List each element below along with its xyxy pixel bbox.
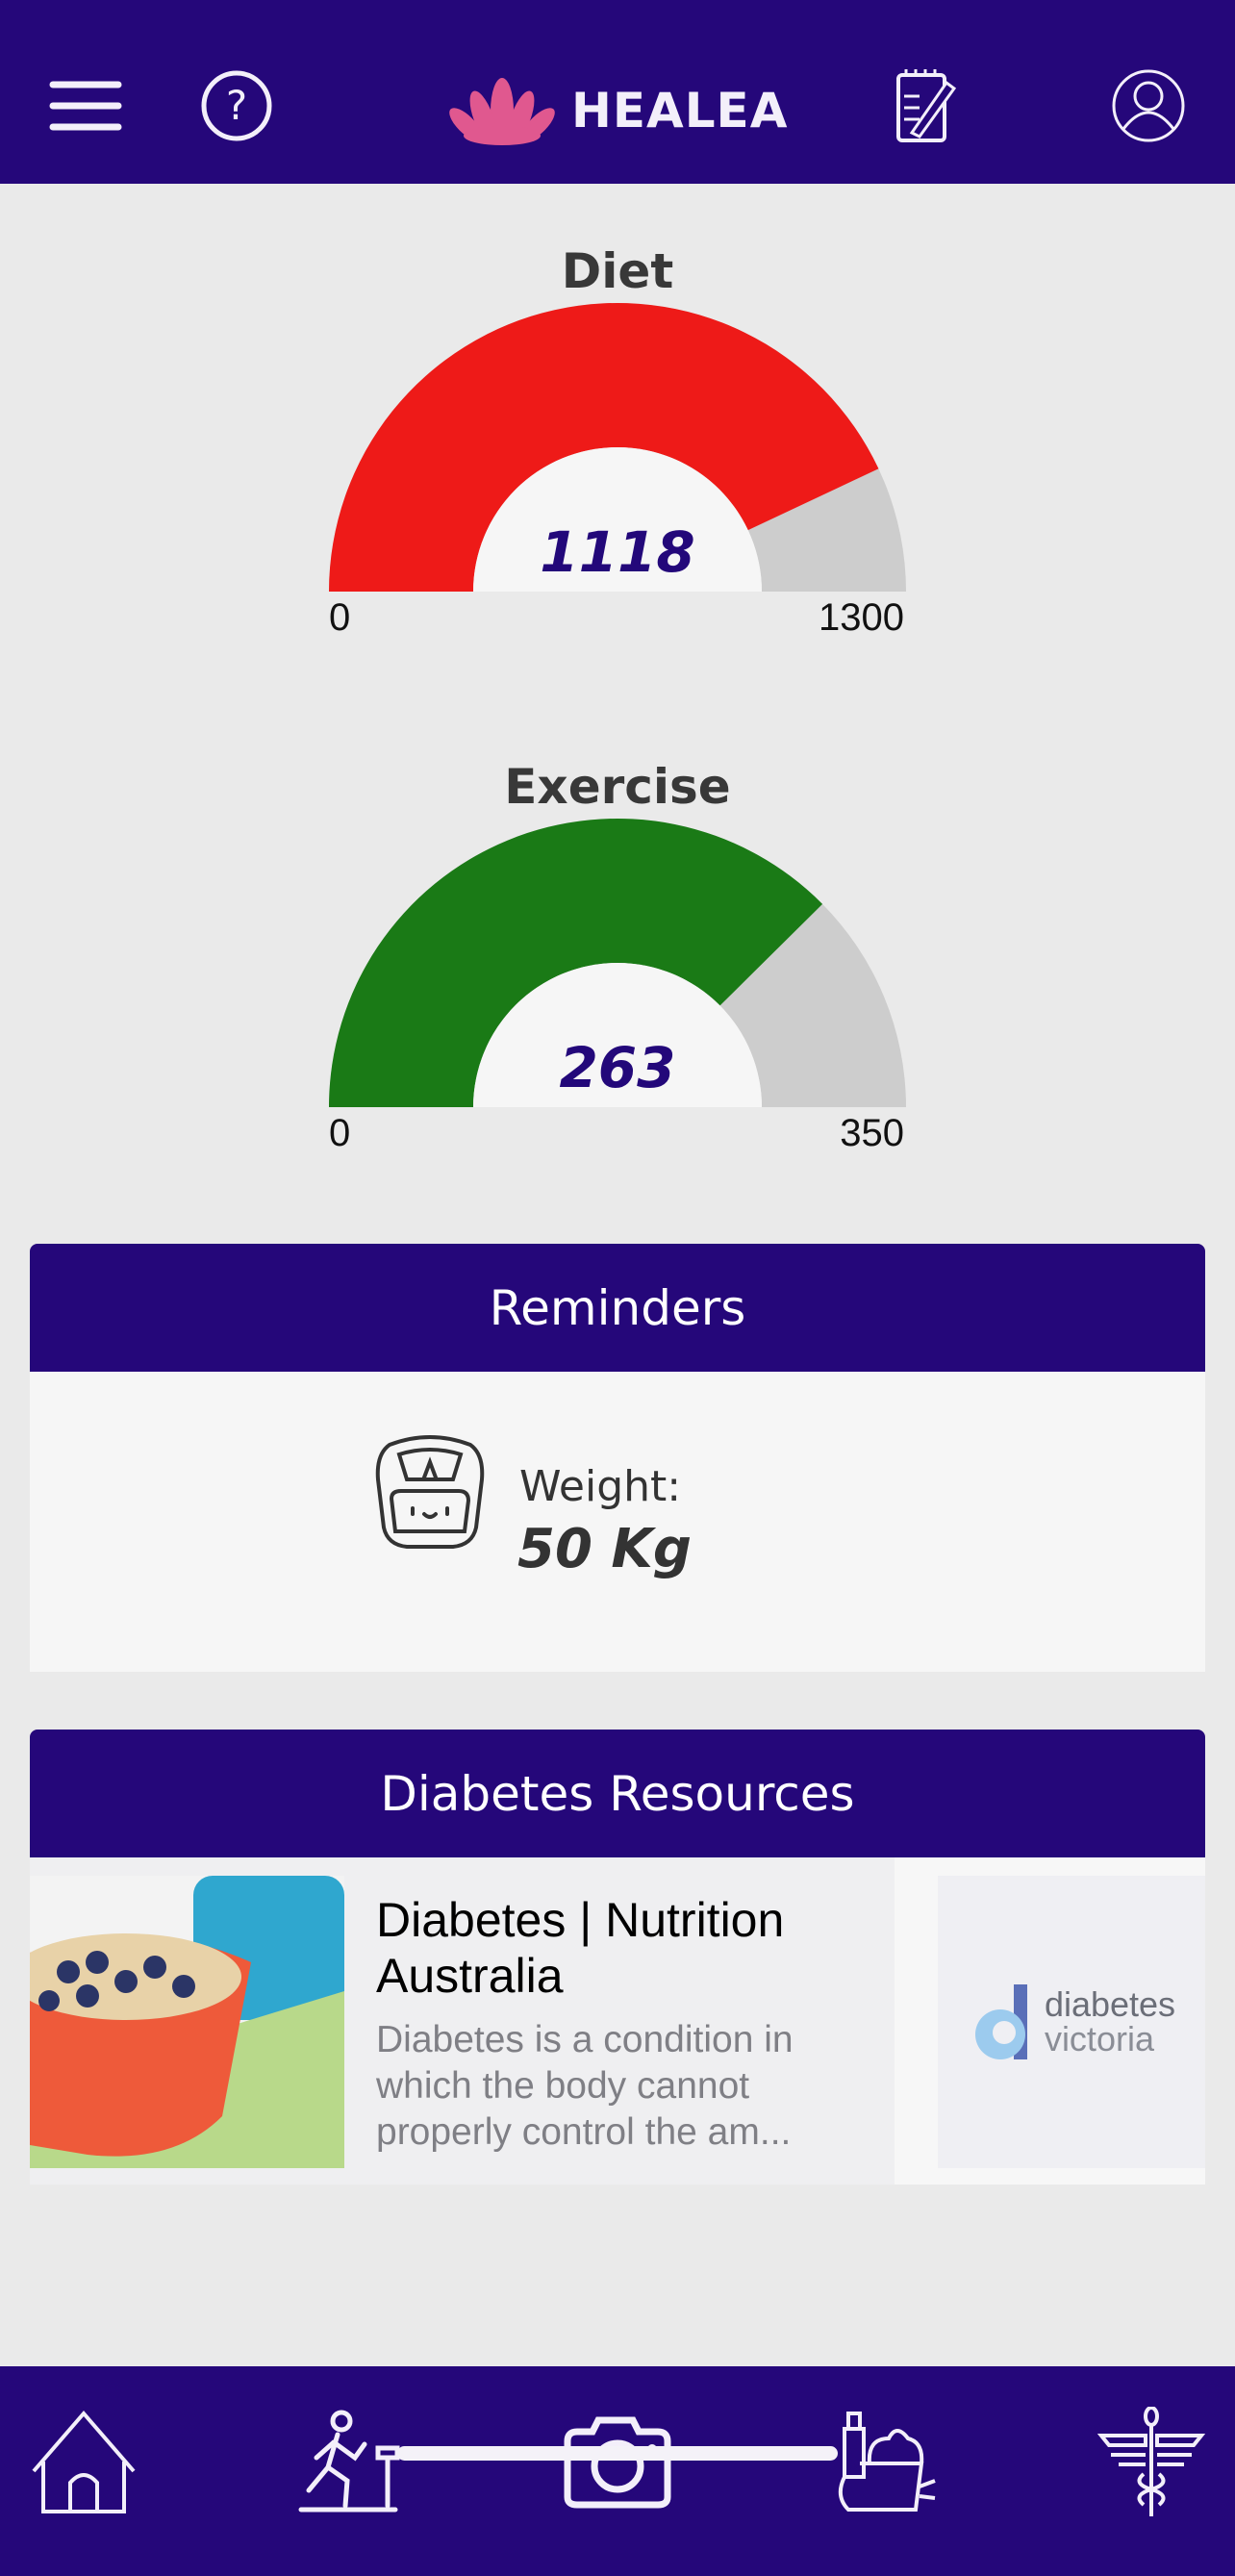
notes-button[interactable] <box>889 67 966 144</box>
top-bar: ? HEALEA <box>0 0 1235 184</box>
exercise-gauge <box>329 818 906 1107</box>
profile-button[interactable] <box>1110 67 1187 144</box>
bottom-nav <box>0 2366 1235 2576</box>
nav-medical[interactable] <box>1089 2405 1214 2520</box>
menu-icon <box>49 81 122 131</box>
nav-home[interactable] <box>21 2405 146 2520</box>
logo-text-1: diabetes <box>1044 1984 1176 2024</box>
exercise-icon <box>298 2410 400 2513</box>
weight-value: 50 Kg <box>517 1518 692 1580</box>
exercise-gauge-title: Exercise <box>504 759 731 815</box>
groceries-icon <box>838 2412 936 2512</box>
reminders-card[interactable] <box>30 1372 1205 1672</box>
resources-header: Diabetes Resources <box>30 1730 1205 1857</box>
help-button[interactable]: ? <box>198 67 275 144</box>
logo-text: HEALEA <box>571 83 789 139</box>
gauge-center <box>473 447 762 592</box>
scale-icon <box>375 1435 485 1549</box>
gauge-fill <box>329 818 823 1107</box>
cereal-bowl-image <box>30 1876 344 2168</box>
profile-icon <box>1112 69 1185 142</box>
weight-label: Weight: <box>519 1462 682 1511</box>
resource-thumbnail <box>30 1876 344 2168</box>
home-indicator[interactable] <box>397 2446 838 2461</box>
svg-text:?: ? <box>226 82 247 129</box>
resource-title[interactable]: Diabetes | Nutrition Australia <box>376 1893 785 2003</box>
resource-description: Diabetes is a condition in which the bod… <box>376 2019 794 2153</box>
resource-card[interactable]: diabetes victoria <box>895 1857 1205 2185</box>
diet-gauge-title: Diet <box>561 243 674 299</box>
reminders-header: Reminders <box>30 1244 1205 1372</box>
medical-icon <box>1096 2407 1206 2516</box>
notepad-icon <box>896 69 957 142</box>
exercise-gauge-value: 263 <box>559 1035 676 1100</box>
exercise-gauge-max: 350 <box>840 1112 904 1154</box>
nav-exercise[interactable] <box>289 2405 414 2520</box>
diabetes-victoria-logo: diabetes victoria <box>938 1876 1205 2168</box>
help-icon: ? <box>201 70 272 141</box>
lotus-icon <box>449 78 555 145</box>
logo-text-2: victoria <box>1044 2019 1154 2058</box>
gauge-fill <box>329 303 879 592</box>
diet-gauge-max: 1300 <box>819 596 904 639</box>
diet-gauge <box>329 303 906 592</box>
diet-gauge-value: 1118 <box>540 519 695 585</box>
nav-camera[interactable] <box>555 2405 680 2520</box>
exercise-gauge-min: 0 <box>329 1112 351 1154</box>
gauge-center <box>473 963 762 1107</box>
logo-d-icon <box>974 1984 1027 2059</box>
camera-icon <box>564 2416 671 2509</box>
menu-button[interactable] <box>47 67 124 144</box>
home-icon <box>32 2410 136 2513</box>
nav-groceries[interactable] <box>822 2405 947 2520</box>
diet-gauge-min: 0 <box>329 596 351 639</box>
resource-card[interactable]: Diabetes | Nutrition Australia Diabetes … <box>30 1857 895 2185</box>
app-logo: HEALEA <box>444 72 788 149</box>
